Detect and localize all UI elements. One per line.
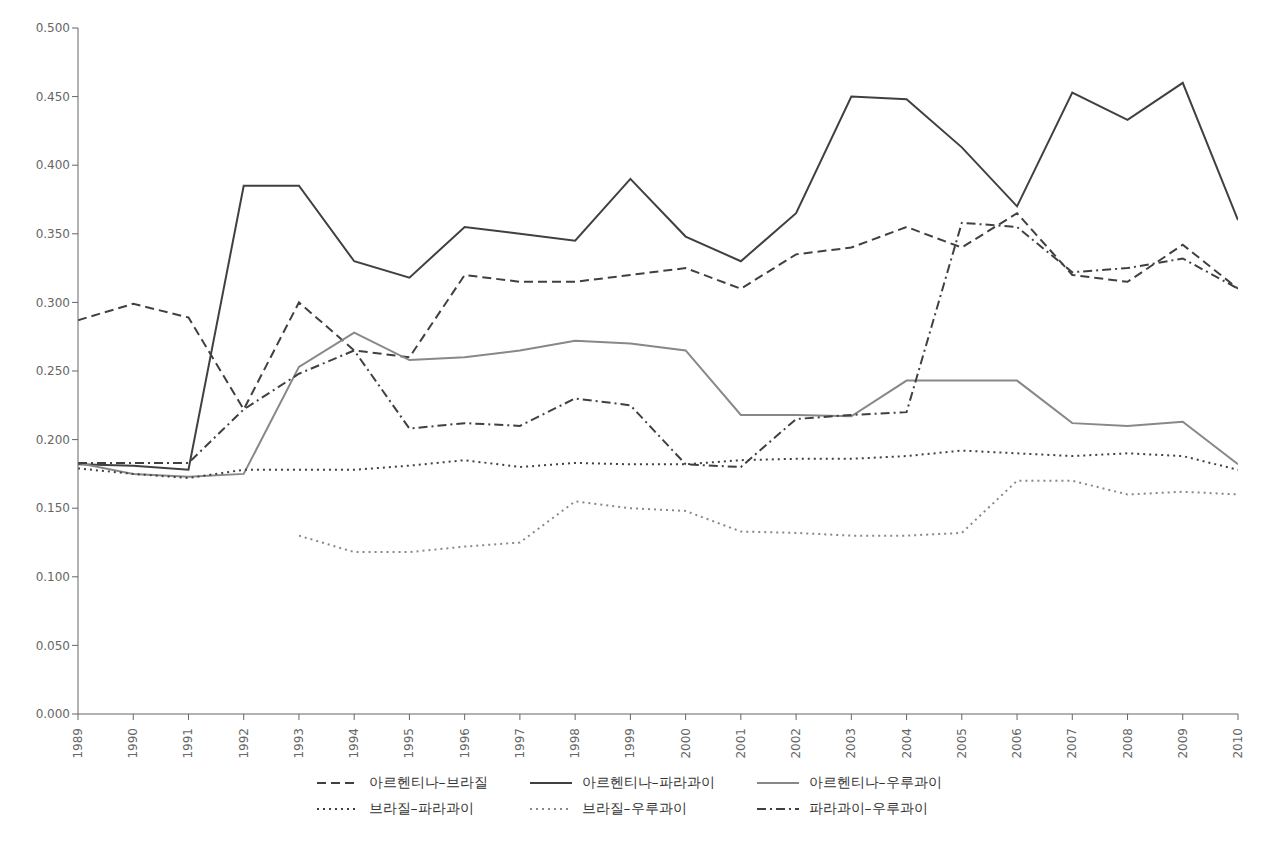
- svg-text:2004: 2004: [900, 728, 914, 759]
- svg-text:0.450: 0.450: [36, 90, 70, 104]
- html-text:아르헨티나–우루과이: 아르헨티나–우루과이: [808, 774, 942, 790]
- svg-text:2001: 2001: [734, 728, 748, 759]
- svg-text:2002: 2002: [789, 728, 803, 759]
- svg-text:2005: 2005: [955, 728, 969, 759]
- svg-text:1998: 1998: [568, 728, 582, 759]
- svg-text:0.200: 0.200: [36, 433, 70, 447]
- svg-text:1993: 1993: [292, 728, 306, 759]
- html-text:브라질–파라과이: 브라질–파라과이: [368, 800, 474, 816]
- html-text:아르헨티나–브라질: 아르헨티나–브라질: [368, 774, 488, 790]
- svg-text:0.050: 0.050: [36, 639, 70, 653]
- svg-text:2007: 2007: [1065, 728, 1079, 759]
- svg-text:1992: 1992: [237, 728, 251, 759]
- svg-text:0.300: 0.300: [36, 296, 70, 310]
- svg-text:1990: 1990: [126, 728, 140, 759]
- svg-text:1996: 1996: [458, 728, 472, 759]
- svg-text:0.350: 0.350: [36, 227, 70, 241]
- svg-text:1994: 1994: [347, 728, 361, 759]
- html-text:브라질–우루과이: 브라질–우루과이: [581, 800, 687, 816]
- svg-text:0.250: 0.250: [36, 364, 70, 378]
- svg-text:0.500: 0.500: [36, 21, 70, 35]
- svg-text:2003: 2003: [844, 728, 858, 759]
- svg-text:2009: 2009: [1176, 728, 1190, 759]
- svg-text:1995: 1995: [402, 728, 416, 759]
- svg-text:1999: 1999: [623, 728, 637, 759]
- svg-text:1991: 1991: [181, 728, 195, 759]
- svg-text:1989: 1989: [71, 728, 85, 759]
- svg-text:2008: 2008: [1121, 728, 1135, 759]
- svg-text:0.150: 0.150: [36, 501, 70, 515]
- svg-text:2010: 2010: [1231, 728, 1245, 759]
- html-text:아르헨티나–파라과이: 아르헨티나–파라과이: [581, 774, 715, 790]
- svg-text:0.400: 0.400: [36, 158, 70, 172]
- svg-text:2000: 2000: [679, 728, 693, 759]
- svg-text:2006: 2006: [1010, 728, 1024, 759]
- svg-text:0.100: 0.100: [36, 570, 70, 584]
- svg-text:0.000: 0.000: [36, 707, 70, 721]
- html-text:파라과이–우루과이: 파라과이–우루과이: [808, 800, 928, 816]
- svg-text:1997: 1997: [513, 728, 527, 759]
